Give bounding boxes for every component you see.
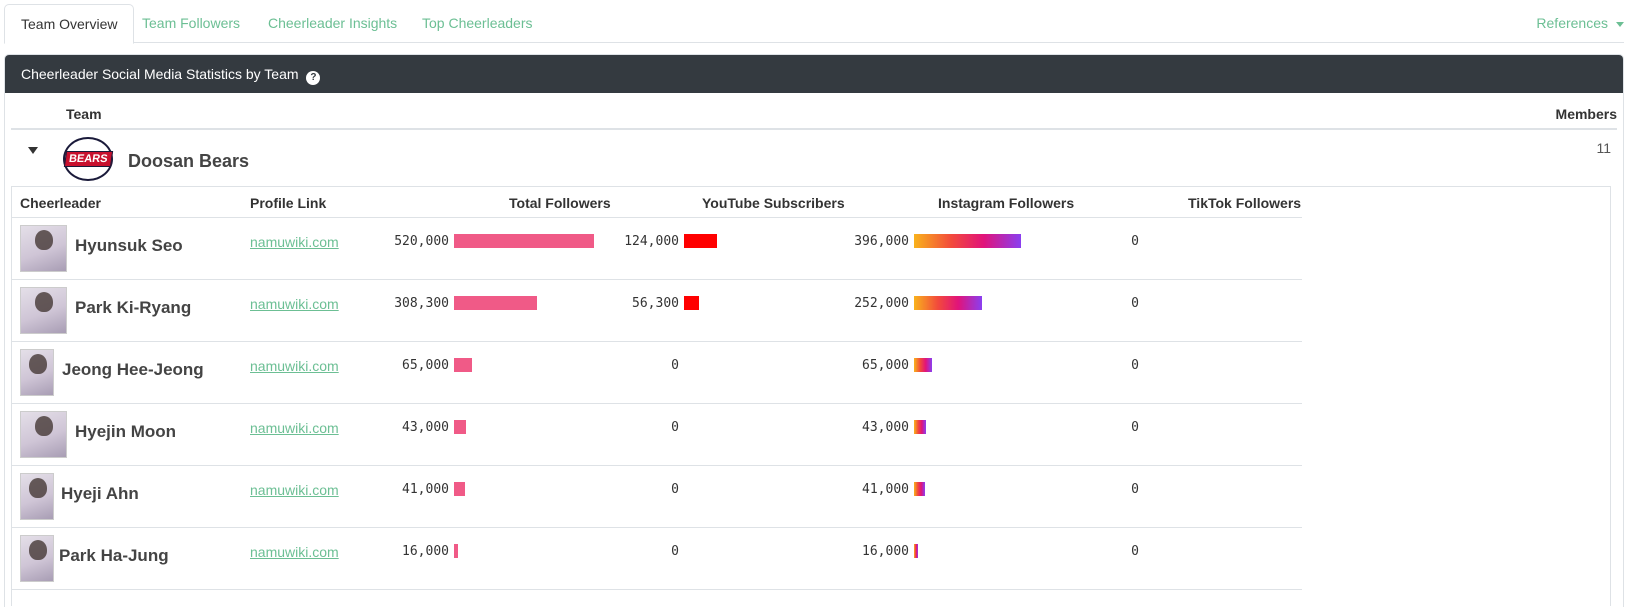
total-followers-value: 41,000 <box>402 482 449 497</box>
table-row: Park Ki-Ryang namuwiki.com 308,300 56,300 25… <box>12 280 1302 342</box>
cheerleader-name: Hyejin Moon <box>75 422 177 441</box>
tiktok-followers-value: 0 <box>1131 358 1139 373</box>
col-total-followers: Total Followers <box>509 195 611 211</box>
collapse-toggle-icon[interactable] <box>28 147 38 154</box>
tab-bar: Team Overview Team Followers Cheerleader… <box>4 4 1624 44</box>
team-table-header: Team Members <box>11 93 1617 130</box>
col-team: Team <box>66 106 102 122</box>
cheerleader-photo <box>20 411 67 458</box>
youtube-subscribers-value: 124,000 <box>624 234 679 249</box>
cheerleader-name: Hyunsuk Seo <box>75 236 183 255</box>
team-row[interactable]: BEARS Doosan Bears 11 <box>11 130 1617 186</box>
cheerleader-photo <box>20 535 54 582</box>
cheerleader-table-header: Cheerleader Profile Link Total Followers… <box>12 187 1302 218</box>
table-row: Park Ha-Jung namuwiki.com 16,000 0 16,000 0 <box>12 528 1302 590</box>
instagram-followers-value: 65,000 <box>862 358 909 373</box>
instagram-followers-bar <box>914 544 918 558</box>
profile-link[interactable]: namuwiki.com <box>250 544 339 560</box>
cheerleader-name: Park Ha-Jung <box>59 546 169 565</box>
instagram-followers-value: 396,000 <box>854 234 909 249</box>
instagram-followers-value: 41,000 <box>862 482 909 497</box>
references-label: References <box>1536 15 1608 31</box>
team-name: Doosan Bears <box>128 151 250 171</box>
profile-link[interactable]: namuwiki.com <box>250 296 339 312</box>
instagram-followers-value: 43,000 <box>862 420 909 435</box>
tiktok-followers-value: 0 <box>1131 296 1139 311</box>
col-instagram-followers: Instagram Followers <box>938 195 1075 211</box>
col-youtube-subscribers: YouTube Subscribers <box>702 195 845 211</box>
tab-team-overview[interactable]: Team Overview <box>4 4 135 44</box>
instagram-followers-value: 252,000 <box>854 296 909 311</box>
table-row: Hyunsuk Seo namuwiki.com 520,000 124,000 396… <box>12 218 1302 280</box>
total-followers-bar <box>454 482 465 496</box>
total-followers-bar <box>454 296 537 310</box>
table-row: Hyejin Moon namuwiki.com 43,000 0 43,000 0 <box>12 404 1302 466</box>
youtube-subscribers-bar <box>684 234 717 248</box>
chevron-down-icon <box>1616 21 1624 27</box>
tiktok-followers-value: 0 <box>1131 234 1139 249</box>
total-followers-bar <box>454 420 466 434</box>
help-icon[interactable]: ? <box>306 71 321 85</box>
profile-link[interactable]: namuwiki.com <box>250 358 339 374</box>
col-cheerleader: Cheerleader <box>20 195 101 211</box>
card-title: Cheerleader Social Media Statistics by T… <box>21 66 299 82</box>
references-dropdown[interactable]: References <box>1536 4 1624 43</box>
total-followers-value: 520,000 <box>394 234 449 249</box>
profile-link[interactable]: namuwiki.com <box>250 482 339 498</box>
cheerleader-name: Jeong Hee-Jeong <box>62 360 204 379</box>
col-profile-link: Profile Link <box>250 195 327 211</box>
cheerleader-table: Cheerleader Profile Link Total Followers… <box>11 186 1611 606</box>
youtube-subscribers-value: 0 <box>671 544 679 559</box>
tiktok-followers-value: 0 <box>1131 420 1139 435</box>
tab-top-cheerleaders[interactable]: Top Cheerleaders <box>422 15 533 31</box>
cheerleader-photo <box>20 225 67 272</box>
total-followers-bar <box>454 358 472 372</box>
cheerleader-name: Hyeji Ahn <box>61 484 139 503</box>
youtube-subscribers-value: 56,300 <box>632 296 679 311</box>
total-followers-value: 16,000 <box>402 544 449 559</box>
youtube-subscribers-value: 0 <box>671 482 679 497</box>
instagram-followers-bar <box>914 420 926 434</box>
instagram-followers-bar <box>914 234 1021 248</box>
cheerleader-photo <box>20 473 54 520</box>
total-followers-bar <box>454 544 458 558</box>
stats-card: Cheerleader Social Media Statistics by T… <box>4 54 1624 607</box>
cheerleader-photo <box>20 349 54 396</box>
total-followers-value: 308,300 <box>394 296 449 311</box>
profile-link[interactable]: namuwiki.com <box>250 420 339 436</box>
card-header: Cheerleader Social Media Statistics by T… <box>5 55 1623 93</box>
member-count: 11 <box>1596 140 1611 156</box>
youtube-subscribers-value: 0 <box>671 358 679 373</box>
table-row: Jeong Hee-Jeong namuwiki.com 65,000 0 65,000… <box>12 342 1302 404</box>
total-followers-value: 65,000 <box>402 358 449 373</box>
total-followers-bar <box>454 234 594 248</box>
table-row: Hyeji Ahn namuwiki.com 41,000 0 41,000 0 <box>12 466 1302 528</box>
col-members: Members <box>1555 106 1617 122</box>
instagram-followers-bar <box>914 482 925 496</box>
tab-cheerleader-insights[interactable]: Cheerleader Insights <box>268 15 398 31</box>
tiktok-followers-value: 0 <box>1131 544 1139 559</box>
col-tiktok-followers: TikTok Followers <box>1188 195 1302 211</box>
team-logo-text: BEARS <box>63 151 113 167</box>
instagram-followers-bar <box>914 358 932 372</box>
total-followers-value: 43,000 <box>402 420 449 435</box>
profile-link[interactable]: namuwiki.com <box>250 234 339 250</box>
tiktok-followers-value: 0 <box>1131 482 1139 497</box>
instagram-followers-bar <box>914 296 982 310</box>
tab-team-followers[interactable]: Team Followers <box>142 15 241 31</box>
youtube-subscribers-value: 0 <box>671 420 679 435</box>
cheerleader-photo <box>20 287 67 334</box>
team-logo: BEARS <box>63 137 113 181</box>
cheerleader-name: Park Ki-Ryang <box>75 298 192 317</box>
instagram-followers-value: 16,000 <box>862 544 909 559</box>
youtube-subscribers-bar <box>684 296 699 310</box>
